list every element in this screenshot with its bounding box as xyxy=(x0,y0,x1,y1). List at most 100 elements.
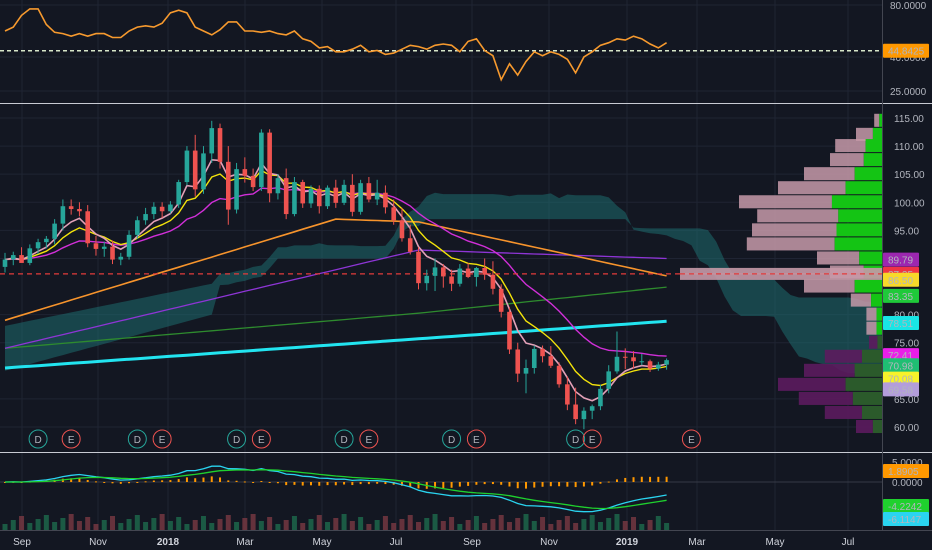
rsi-tick-label: 25.0000 xyxy=(890,87,927,98)
volume-bar xyxy=(531,521,537,530)
volume-bar xyxy=(498,515,504,530)
volume-bar xyxy=(424,518,430,530)
candle-body xyxy=(60,206,66,224)
volume-bar xyxy=(52,522,58,530)
candle-body xyxy=(565,384,570,405)
macd-histogram-bar xyxy=(665,476,668,482)
macd-tick-label: 0.0000 xyxy=(892,478,923,489)
volume-bar xyxy=(432,514,438,530)
volume-bar xyxy=(540,517,546,530)
volume-bar xyxy=(589,515,595,530)
candle-body xyxy=(283,178,289,215)
macd-histogram-bar xyxy=(119,482,122,484)
volume-bar xyxy=(242,518,248,530)
macd-histogram-bar xyxy=(508,482,511,487)
volume-bar xyxy=(391,523,397,530)
candle-body xyxy=(341,184,347,203)
x-tick-label: May xyxy=(766,537,785,548)
x-tick-label: 2019 xyxy=(616,537,639,548)
volume-bar xyxy=(622,521,628,530)
volume-profile-bar xyxy=(746,237,835,251)
macd-histogram-bar xyxy=(235,480,238,482)
candle-body xyxy=(10,255,16,260)
candle-body xyxy=(441,267,446,277)
macd-histogram-bar xyxy=(417,482,420,489)
candle-body xyxy=(135,220,140,235)
volume-profile-bar-up xyxy=(838,209,882,223)
candle-body xyxy=(192,150,198,190)
marker-label: D xyxy=(34,435,41,446)
macd-histogram-bar xyxy=(94,481,97,483)
macd-tag xyxy=(883,464,929,478)
candle-body xyxy=(308,188,314,204)
volume-profile-bar xyxy=(866,307,877,321)
price-tag-value: 78.51 xyxy=(888,319,913,330)
macd-histogram-bar xyxy=(301,482,304,486)
volume-bar xyxy=(217,519,223,530)
price-tick-label: 75.00 xyxy=(894,339,919,350)
volume-profile-bar-up xyxy=(854,167,882,181)
earnings-dividend-marker xyxy=(442,429,462,449)
price-tag-value: 69.58 xyxy=(888,385,913,396)
price-tag-value: 89.79 xyxy=(888,256,913,267)
earnings-dividend-marker xyxy=(127,429,147,449)
volume-bar xyxy=(506,522,512,530)
volume-bar xyxy=(60,518,66,530)
volume-bar xyxy=(664,523,670,530)
volume-bar xyxy=(490,519,496,530)
macd-histogram-bar xyxy=(227,480,230,482)
candle-body xyxy=(300,182,306,204)
volume-bar xyxy=(250,514,256,530)
volume-bar xyxy=(366,524,372,530)
volume-profile-bar-up xyxy=(872,127,882,141)
volume-bar xyxy=(374,520,380,530)
volume-bar xyxy=(316,515,322,530)
volume-bar xyxy=(581,519,587,530)
candle-body xyxy=(325,187,330,207)
candle-body xyxy=(225,161,231,210)
macd-histogram-bar xyxy=(516,482,519,489)
volume-bar xyxy=(110,516,116,530)
volume-bar xyxy=(308,519,314,530)
volume-profile-bar xyxy=(830,153,864,167)
marker-label: D xyxy=(134,435,141,446)
marker-label: E xyxy=(473,435,480,446)
candle-body xyxy=(465,268,471,277)
earnings-dividend-marker xyxy=(359,429,379,449)
price-tag-value: 70.08 xyxy=(888,375,913,386)
volume-profile-bar xyxy=(757,209,839,223)
price-tag xyxy=(883,272,919,287)
macd-histogram-bar xyxy=(533,482,536,488)
volume-profile-bar-up xyxy=(845,181,882,195)
price-tag xyxy=(883,288,919,303)
price-tick-label: 115.00 xyxy=(894,114,924,125)
candle-body xyxy=(589,406,595,411)
ma-long-green xyxy=(4,286,667,349)
volume-bar xyxy=(564,516,570,530)
volume-bar xyxy=(341,514,347,530)
macd-histogram-bar xyxy=(475,482,478,485)
macd-histogram-bar xyxy=(161,480,164,482)
candle-body xyxy=(474,268,479,277)
marker-label: E xyxy=(366,435,373,446)
marker-label: D xyxy=(340,435,347,446)
candle-body xyxy=(664,360,669,365)
volume-bar xyxy=(639,524,645,530)
price-tag xyxy=(883,382,919,397)
macd-tag xyxy=(883,499,929,513)
rsi-tick-label: 80.0000 xyxy=(890,1,927,12)
macd-tag xyxy=(883,512,929,526)
candle-body xyxy=(201,153,206,190)
macd-histogram-bar xyxy=(78,478,81,482)
macd-tag-value: -4.2242 xyxy=(888,502,922,513)
volume-profile-bar xyxy=(850,293,872,307)
volume-bar xyxy=(573,523,579,530)
macd-histogram-bar xyxy=(525,482,528,489)
volume-profile-bar-up xyxy=(872,419,882,434)
volume-profile-bar xyxy=(752,223,837,237)
volume-profile-bar xyxy=(866,321,877,335)
marker-label: E xyxy=(688,435,695,446)
candle-body xyxy=(27,248,33,263)
volume-bar xyxy=(19,516,25,530)
